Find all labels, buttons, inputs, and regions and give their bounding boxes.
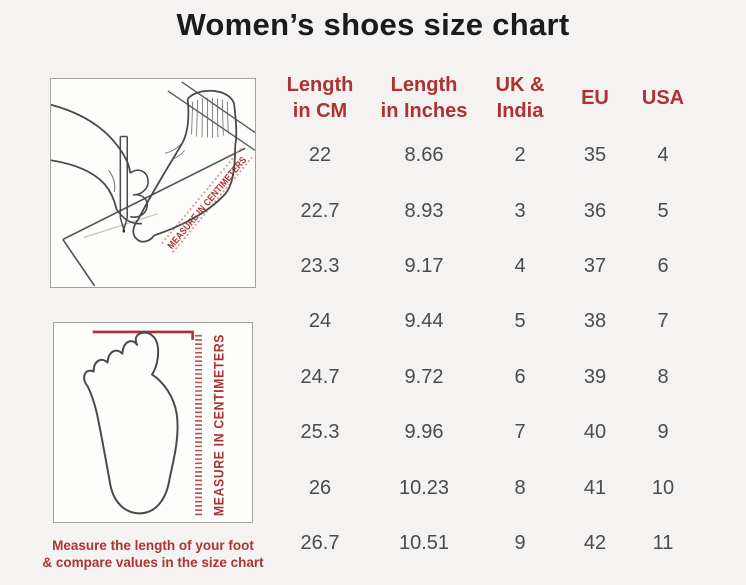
table-cell: 37 [583,254,607,277]
table-cell: 41 [583,476,607,499]
table-cell: 11 [652,531,674,554]
table-cell: 9.44 [404,310,444,333]
table-cell: 9 [514,531,526,554]
column-header-usa: USA [628,68,698,128]
table-cell: 22.7 [300,199,340,222]
foot-marking-illustration: MEASURE IN CENTIMETERS [50,78,256,288]
header-line: India [496,100,544,122]
header-line: in Inches [380,100,468,122]
table-cell: 24 [308,310,332,333]
header-line: EU [581,87,609,109]
caption-line-2: & compare values in the size chart [42,555,264,570]
table-cell: 8.66 [404,144,444,167]
header-line: in CM [292,100,348,122]
header-line: Length [390,74,458,96]
page-title: Women’s shoes size chart [176,7,570,42]
table-cell: 4 [657,144,669,167]
header-line: UK & [495,74,545,96]
table-cell: 24.7 [300,365,340,388]
table-cell: 22 [308,144,332,167]
table-cell: 10 [651,476,675,499]
table-cell: 5 [514,310,526,333]
column-header-eu: EU [562,68,628,128]
table-cell: 10.23 [398,476,450,499]
table-cell: 26 [308,476,332,499]
table-cell: 9.96 [404,421,444,444]
measure-in-centimeters-vertical-label: MEASURE IN CENTIMETERS [211,334,226,516]
table-cell: 40 [583,421,607,444]
column-header-length-inches: Length in Inches [370,68,478,128]
table-cell: 8 [514,476,526,499]
size-conversion-table: Length in CM Length in Inches UK & India… [270,68,698,571]
table-cell: 7 [514,421,526,444]
table-cell: 9 [657,421,669,444]
table-cell: 38 [583,310,607,333]
table-cell: 7 [657,310,669,333]
column-header-length-cm: Length in CM [270,68,370,128]
table-cell: 35 [583,144,607,167]
table-cell: 25.3 [300,421,340,444]
header-line: Length [286,74,354,96]
table-cell: 4 [514,254,526,277]
measurement-instruction-caption: Measure the length of your foot & compar… [18,537,288,571]
table-cell: 8.93 [404,199,444,222]
foot-outline-ruler-illustration: MEASURE IN CENTIMETERS [53,322,253,523]
table-cell: 6 [514,365,526,388]
table-cell: 6 [657,254,669,277]
table-cell: 9.72 [404,365,444,388]
table-cell: 26.7 [300,531,340,554]
table-cell: 2 [514,144,526,167]
table-cell: 23.3 [300,254,340,277]
table-cell: 9.17 [404,254,444,277]
table-cell: 3 [514,199,526,222]
table-cell: 36 [583,199,607,222]
table-cell: 5 [657,199,669,222]
table-cell: 42 [583,531,607,554]
caption-line-1: Measure the length of your foot [52,538,254,553]
foot-marking-drawing: MEASURE IN CENTIMETERS [51,81,255,287]
table-cell: 8 [657,365,669,388]
table-cell: 39 [583,365,607,388]
column-header-uk-india: UK & India [478,68,562,128]
table-cell: 10.51 [398,531,450,554]
foot-outline-drawing: MEASURE IN CENTIMETERS [83,330,226,518]
header-line: USA [641,87,685,109]
